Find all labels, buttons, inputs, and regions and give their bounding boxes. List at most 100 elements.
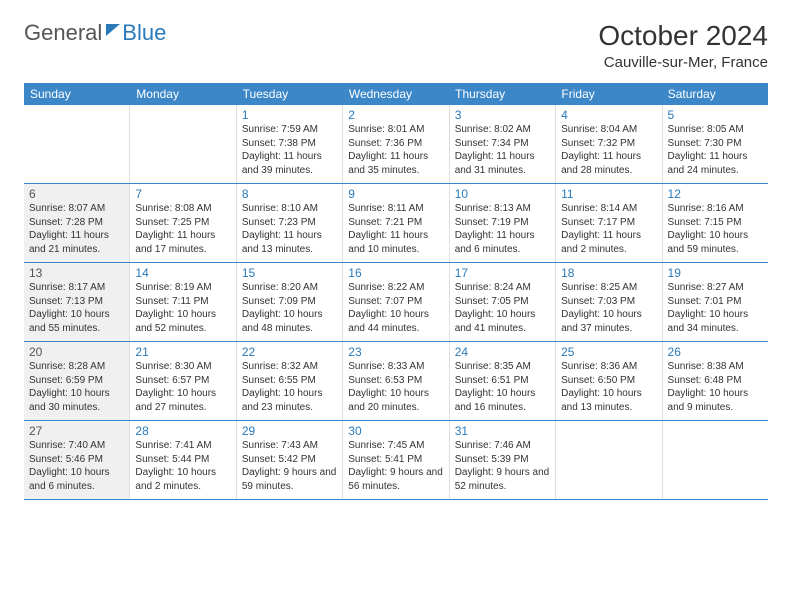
day-cell — [556, 421, 662, 499]
day-cell: 13Sunrise: 8:17 AMSunset: 7:13 PMDayligh… — [24, 263, 130, 341]
day-number: 2 — [348, 108, 443, 122]
day-cell: 26Sunrise: 8:38 AMSunset: 6:48 PMDayligh… — [663, 342, 768, 420]
day-number: 16 — [348, 266, 443, 280]
day-info: Sunrise: 8:19 AMSunset: 7:11 PMDaylight:… — [135, 281, 230, 335]
logo-text-blue: Blue — [122, 20, 166, 46]
week-row: 27Sunrise: 7:40 AMSunset: 5:46 PMDayligh… — [24, 420, 768, 499]
weekday-cell: Saturday — [662, 83, 768, 105]
day-number: 17 — [455, 266, 550, 280]
day-cell: 15Sunrise: 8:20 AMSunset: 7:09 PMDayligh… — [237, 263, 343, 341]
day-number: 30 — [348, 424, 443, 438]
day-cell — [24, 105, 130, 183]
day-cell: 14Sunrise: 8:19 AMSunset: 7:11 PMDayligh… — [130, 263, 236, 341]
weekday-cell: Wednesday — [343, 83, 449, 105]
day-cell: 29Sunrise: 7:43 AMSunset: 5:42 PMDayligh… — [237, 421, 343, 499]
day-info: Sunrise: 8:07 AMSunset: 7:28 PMDaylight:… — [29, 202, 124, 256]
weekday-cell: Thursday — [449, 83, 555, 105]
day-cell: 6Sunrise: 8:07 AMSunset: 7:28 PMDaylight… — [24, 184, 130, 262]
day-cell: 8Sunrise: 8:10 AMSunset: 7:23 PMDaylight… — [237, 184, 343, 262]
day-info: Sunrise: 8:38 AMSunset: 6:48 PMDaylight:… — [668, 360, 763, 414]
day-number: 23 — [348, 345, 443, 359]
day-number: 11 — [561, 187, 656, 201]
day-cell: 17Sunrise: 8:24 AMSunset: 7:05 PMDayligh… — [450, 263, 556, 341]
day-number: 15 — [242, 266, 337, 280]
day-number: 26 — [668, 345, 763, 359]
logo-triangle-icon — [106, 24, 120, 36]
day-info: Sunrise: 8:10 AMSunset: 7:23 PMDaylight:… — [242, 202, 337, 256]
calendar-page: General Blue October 2024 Cauville-sur-M… — [0, 0, 792, 520]
weekday-cell: Sunday — [24, 83, 130, 105]
day-cell: 11Sunrise: 8:14 AMSunset: 7:17 PMDayligh… — [556, 184, 662, 262]
day-number: 18 — [561, 266, 656, 280]
day-number: 31 — [455, 424, 550, 438]
week-row: 6Sunrise: 8:07 AMSunset: 7:28 PMDaylight… — [24, 183, 768, 262]
day-info: Sunrise: 8:02 AMSunset: 7:34 PMDaylight:… — [455, 123, 550, 177]
day-info: Sunrise: 8:22 AMSunset: 7:07 PMDaylight:… — [348, 281, 443, 335]
day-info: Sunrise: 8:20 AMSunset: 7:09 PMDaylight:… — [242, 281, 337, 335]
day-info: Sunrise: 8:27 AMSunset: 7:01 PMDaylight:… — [668, 281, 763, 335]
day-number: 8 — [242, 187, 337, 201]
logo-text-general: General — [24, 20, 102, 46]
day-cell: 25Sunrise: 8:36 AMSunset: 6:50 PMDayligh… — [556, 342, 662, 420]
day-info: Sunrise: 7:46 AMSunset: 5:39 PMDaylight:… — [455, 439, 550, 493]
day-info: Sunrise: 8:35 AMSunset: 6:51 PMDaylight:… — [455, 360, 550, 414]
day-number: 10 — [455, 187, 550, 201]
weekday-cell: Monday — [130, 83, 236, 105]
day-number: 25 — [561, 345, 656, 359]
header: General Blue October 2024 Cauville-sur-M… — [24, 20, 768, 71]
day-number: 3 — [455, 108, 550, 122]
day-info: Sunrise: 7:43 AMSunset: 5:42 PMDaylight:… — [242, 439, 337, 493]
day-cell: 20Sunrise: 8:28 AMSunset: 6:59 PMDayligh… — [24, 342, 130, 420]
day-number: 4 — [561, 108, 656, 122]
day-number: 22 — [242, 345, 337, 359]
day-info: Sunrise: 8:04 AMSunset: 7:32 PMDaylight:… — [561, 123, 656, 177]
day-number: 9 — [348, 187, 443, 201]
week-row: 1Sunrise: 7:59 AMSunset: 7:38 PMDaylight… — [24, 105, 768, 183]
day-cell: 23Sunrise: 8:33 AMSunset: 6:53 PMDayligh… — [343, 342, 449, 420]
day-cell — [663, 421, 768, 499]
day-info: Sunrise: 8:33 AMSunset: 6:53 PMDaylight:… — [348, 360, 443, 414]
day-cell: 31Sunrise: 7:46 AMSunset: 5:39 PMDayligh… — [450, 421, 556, 499]
day-cell — [130, 105, 236, 183]
day-info: Sunrise: 8:13 AMSunset: 7:19 PMDaylight:… — [455, 202, 550, 256]
day-number: 14 — [135, 266, 230, 280]
day-info: Sunrise: 8:32 AMSunset: 6:55 PMDaylight:… — [242, 360, 337, 414]
day-number: 19 — [668, 266, 763, 280]
calendar-body: 1Sunrise: 7:59 AMSunset: 7:38 PMDaylight… — [24, 105, 768, 500]
day-number: 21 — [135, 345, 230, 359]
day-cell: 7Sunrise: 8:08 AMSunset: 7:25 PMDaylight… — [130, 184, 236, 262]
day-cell: 16Sunrise: 8:22 AMSunset: 7:07 PMDayligh… — [343, 263, 449, 341]
day-cell: 30Sunrise: 7:45 AMSunset: 5:41 PMDayligh… — [343, 421, 449, 499]
title-block: October 2024 Cauville-sur-Mer, France — [598, 20, 768, 71]
day-cell: 10Sunrise: 8:13 AMSunset: 7:19 PMDayligh… — [450, 184, 556, 262]
day-info: Sunrise: 8:30 AMSunset: 6:57 PMDaylight:… — [135, 360, 230, 414]
day-info: Sunrise: 8:05 AMSunset: 7:30 PMDaylight:… — [668, 123, 763, 177]
day-info: Sunrise: 8:16 AMSunset: 7:15 PMDaylight:… — [668, 202, 763, 256]
day-cell: 27Sunrise: 7:40 AMSunset: 5:46 PMDayligh… — [24, 421, 130, 499]
day-info: Sunrise: 8:28 AMSunset: 6:59 PMDaylight:… — [29, 360, 124, 414]
day-info: Sunrise: 8:08 AMSunset: 7:25 PMDaylight:… — [135, 202, 230, 256]
location: Cauville-sur-Mer, France — [598, 54, 768, 71]
calendar: SundayMondayTuesdayWednesdayThursdayFrid… — [24, 83, 768, 500]
day-number: 6 — [29, 187, 124, 201]
day-cell: 5Sunrise: 8:05 AMSunset: 7:30 PMDaylight… — [663, 105, 768, 183]
day-cell: 28Sunrise: 7:41 AMSunset: 5:44 PMDayligh… — [130, 421, 236, 499]
week-row: 20Sunrise: 8:28 AMSunset: 6:59 PMDayligh… — [24, 341, 768, 420]
week-row: 13Sunrise: 8:17 AMSunset: 7:13 PMDayligh… — [24, 262, 768, 341]
day-cell: 4Sunrise: 8:04 AMSunset: 7:32 PMDaylight… — [556, 105, 662, 183]
day-info: Sunrise: 8:25 AMSunset: 7:03 PMDaylight:… — [561, 281, 656, 335]
day-info: Sunrise: 8:36 AMSunset: 6:50 PMDaylight:… — [561, 360, 656, 414]
day-number: 24 — [455, 345, 550, 359]
day-info: Sunrise: 7:41 AMSunset: 5:44 PMDaylight:… — [135, 439, 230, 493]
day-cell: 18Sunrise: 8:25 AMSunset: 7:03 PMDayligh… — [556, 263, 662, 341]
day-cell: 2Sunrise: 8:01 AMSunset: 7:36 PMDaylight… — [343, 105, 449, 183]
day-info: Sunrise: 7:40 AMSunset: 5:46 PMDaylight:… — [29, 439, 124, 493]
logo: General Blue — [24, 20, 166, 46]
day-cell: 24Sunrise: 8:35 AMSunset: 6:51 PMDayligh… — [450, 342, 556, 420]
day-info: Sunrise: 8:14 AMSunset: 7:17 PMDaylight:… — [561, 202, 656, 256]
weekday-cell: Friday — [555, 83, 661, 105]
day-info: Sunrise: 8:17 AMSunset: 7:13 PMDaylight:… — [29, 281, 124, 335]
day-number: 27 — [29, 424, 124, 438]
day-cell: 9Sunrise: 8:11 AMSunset: 7:21 PMDaylight… — [343, 184, 449, 262]
day-number: 1 — [242, 108, 337, 122]
